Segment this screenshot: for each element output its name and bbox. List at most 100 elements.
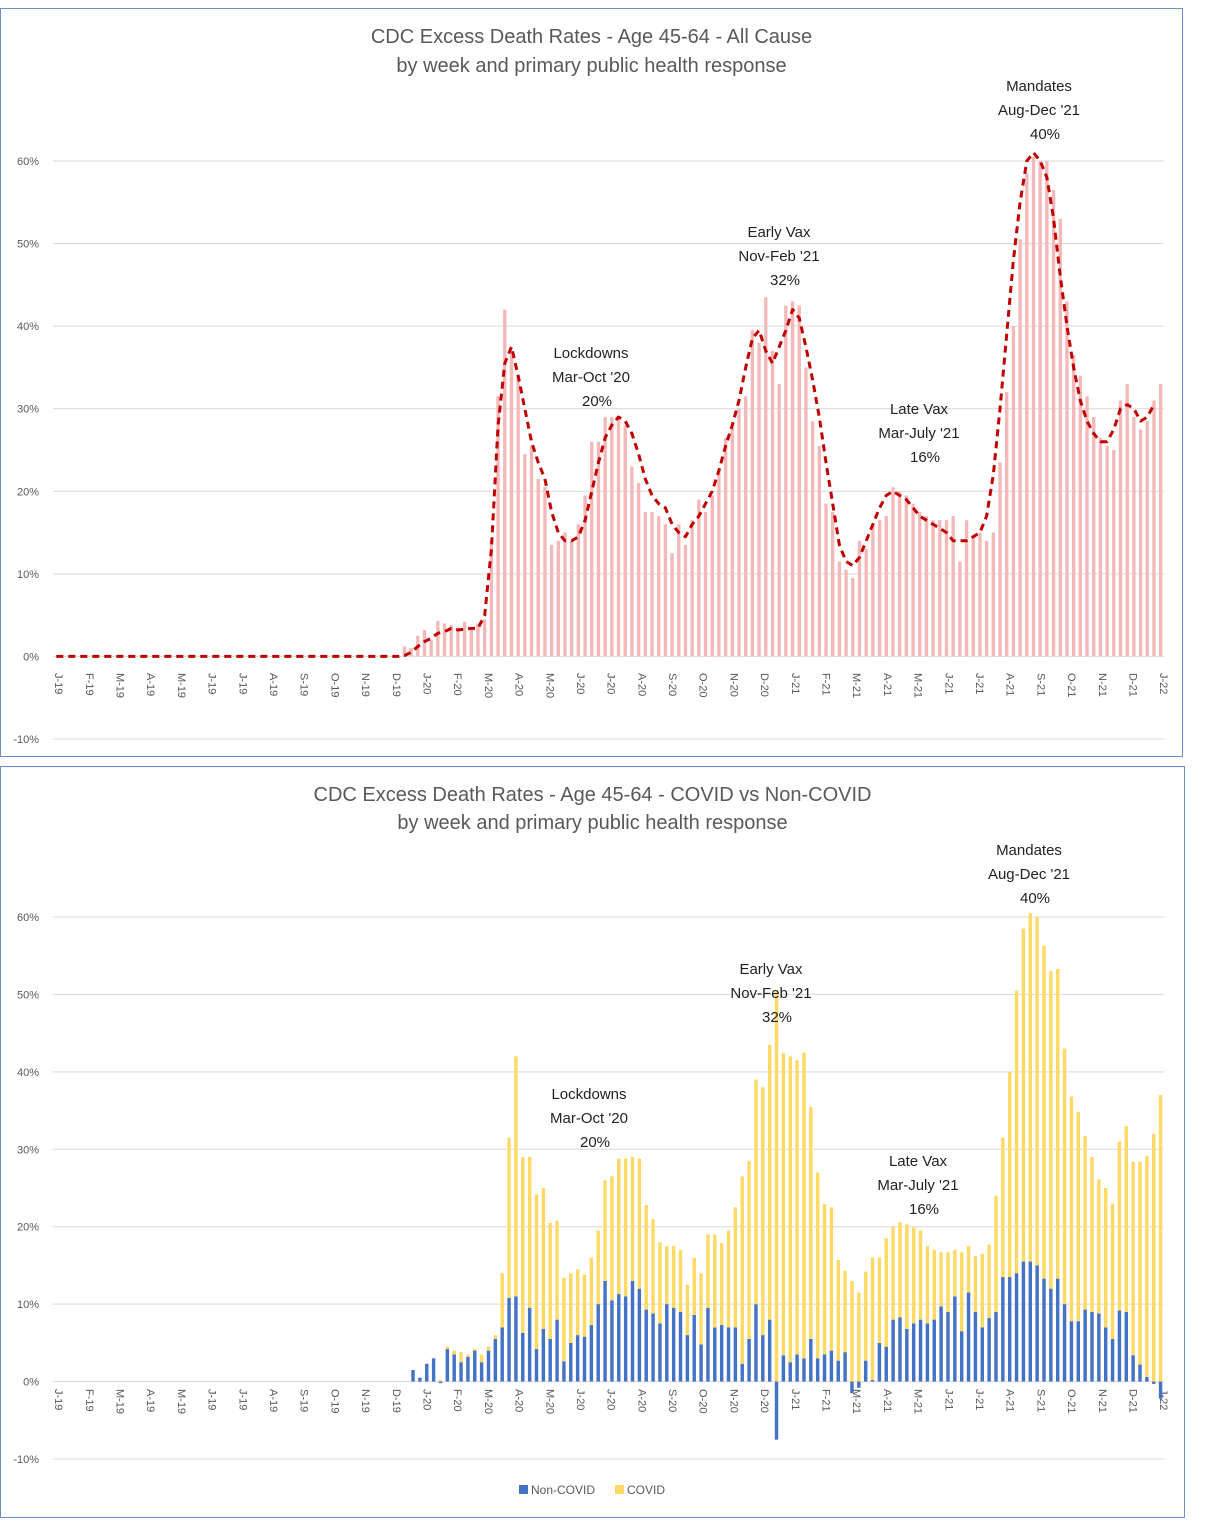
bar-covid: [534, 1194, 539, 1350]
bar-non-covid: [1083, 1309, 1087, 1382]
bar-non-covid: [1158, 1381, 1163, 1399]
bar-covid: [562, 1277, 566, 1362]
x-tick-label: A-21: [881, 1389, 893, 1412]
bar-non-covid: [918, 1319, 923, 1382]
bar: [1152, 400, 1156, 657]
bar: [911, 503, 915, 657]
bar-covid: [726, 1230, 731, 1328]
bar: [596, 441, 601, 657]
bar-covid: [719, 1242, 724, 1326]
bar-covid: [1145, 1156, 1149, 1377]
bar: [469, 627, 473, 657]
x-tick-label: J-20: [574, 1389, 586, 1410]
bar: [964, 520, 969, 657]
x-tick-label: S-19: [298, 673, 310, 696]
bar-non-covid: [836, 1360, 840, 1382]
bar-non-covid: [733, 1327, 738, 1382]
bar-non-covid: [671, 1308, 676, 1382]
x-tick-label: J-19: [206, 1389, 218, 1410]
bar: [717, 470, 721, 657]
bar-non-covid: [959, 1331, 964, 1382]
bar: [590, 441, 594, 657]
bar: [1005, 392, 1009, 657]
bar: [924, 516, 929, 657]
bar-non-covid: [1049, 1288, 1053, 1382]
x-tick-label: M-19: [114, 673, 126, 698]
bar: [643, 511, 647, 657]
annotation-line: Nov-Feb '21: [738, 248, 819, 265]
bar: [864, 549, 868, 657]
bar-covid: [685, 1284, 690, 1336]
bar-non-covid: [1076, 1321, 1080, 1382]
bar-covid: [911, 1227, 916, 1324]
bar: [1125, 383, 1129, 657]
bar-covid: [630, 1157, 635, 1281]
bar: [891, 487, 895, 657]
annotation-line: Mar-Oct '20: [552, 369, 630, 386]
bar: [523, 454, 527, 657]
bar-non-covid: [596, 1304, 600, 1382]
bar: [610, 416, 614, 657]
bar-non-covid: [582, 1336, 587, 1382]
bar-non-covid: [548, 1338, 552, 1382]
bar: [516, 375, 520, 657]
bar-covid: [1007, 1071, 1012, 1278]
bar-non-covid: [678, 1311, 683, 1382]
x-tick-label: O-21: [1065, 673, 1077, 697]
annotation-line: 32%: [762, 1009, 792, 1026]
x-tick-label: M-21: [912, 673, 924, 698]
x-tick-label: N-19: [359, 673, 371, 697]
x-tick-label: J-20: [420, 673, 432, 694]
x-tick-label: A-19: [144, 673, 156, 696]
x-tick-label: O-20: [697, 673, 709, 697]
x-tick-label: J-21: [973, 673, 985, 694]
bar: [422, 630, 427, 657]
bar-covid: [610, 1176, 614, 1301]
bar: [1118, 400, 1123, 657]
bar-covid: [1103, 1188, 1108, 1328]
bar: [570, 540, 574, 657]
bar: [409, 648, 413, 657]
bar: [616, 416, 621, 657]
bar-non-covid: [726, 1327, 731, 1382]
bar: [489, 540, 494, 657]
bar-non-covid: [630, 1280, 635, 1382]
bar-non-covid: [411, 1369, 415, 1382]
bar: [1051, 189, 1056, 657]
bar-non-covid: [665, 1304, 669, 1382]
period-annotation: Late Vax Mar-July '21 16%: [877, 1153, 958, 1218]
bar: [1011, 326, 1016, 657]
bar: [951, 516, 955, 657]
bar-covid: [500, 1273, 504, 1328]
bar: [697, 499, 701, 657]
x-tick-label: A-20: [635, 673, 647, 696]
y-tick-label: 60%: [17, 156, 39, 168]
bar-covid: [527, 1157, 532, 1309]
bar: [536, 478, 540, 657]
bar: [563, 532, 567, 657]
x-tick-label: M-19: [114, 1389, 126, 1414]
legend: Non-COVID COVID: [519, 1483, 665, 1497]
y-tick-label: 40%: [17, 321, 39, 333]
bar-non-covid: [431, 1358, 436, 1382]
x-tick-label: N-21: [1096, 673, 1108, 697]
bar-non-covid: [706, 1308, 710, 1382]
bar-non-covid: [843, 1352, 847, 1382]
bar: [790, 301, 795, 657]
bar-non-covid: [788, 1362, 792, 1382]
annotation-line: 40%: [1020, 890, 1050, 907]
bar-covid: [582, 1274, 587, 1337]
bar-covid: [1151, 1133, 1156, 1382]
bar-non-covid: [1007, 1277, 1012, 1382]
bar-covid: [863, 1271, 868, 1361]
bar-non-covid: [815, 1358, 820, 1382]
bar-non-covid: [459, 1362, 463, 1382]
x-tick-label: M-20: [543, 1389, 555, 1414]
all-cause-plot: -10% 0% 10% 20% 30% 40% 50% 60% J-19 F-19 M-19 A-19…: [13, 78, 1169, 746]
bar-non-covid: [1124, 1311, 1128, 1382]
x-tick-label: A-20: [513, 673, 525, 696]
annotation-line: 16%: [910, 449, 940, 466]
bar-covid: [658, 1242, 662, 1324]
x-tick-label: M-21: [850, 673, 862, 698]
bar-covid: [1083, 1136, 1087, 1310]
